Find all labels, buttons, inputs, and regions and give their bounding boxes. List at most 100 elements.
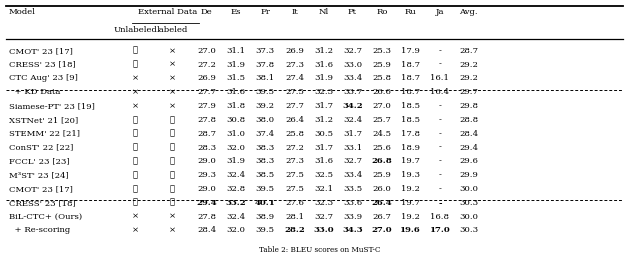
- Text: ×: ×: [168, 226, 176, 234]
- Text: CMOT' 23 [17]: CMOT' 23 [17]: [9, 47, 73, 55]
- Text: 28.8: 28.8: [459, 116, 478, 123]
- Text: 27.7: 27.7: [285, 102, 304, 110]
- Text: -: -: [438, 143, 441, 151]
- Text: Model: Model: [9, 8, 36, 16]
- Text: Pt: Pt: [348, 8, 357, 16]
- Text: 29.2: 29.2: [459, 74, 478, 82]
- Text: 33.1: 33.1: [343, 143, 362, 151]
- Text: Table 2: BLEU scores on MuST-C: Table 2: BLEU scores on MuST-C: [259, 246, 381, 253]
- Text: 26.9: 26.9: [285, 47, 304, 55]
- Text: 38.0: 38.0: [255, 116, 275, 123]
- Text: 33.4: 33.4: [343, 74, 362, 82]
- Text: ×: ×: [168, 102, 176, 110]
- Text: 31.7: 31.7: [314, 102, 333, 110]
- Text: 38.3: 38.3: [255, 157, 275, 165]
- Text: 30.3: 30.3: [459, 226, 478, 234]
- Text: ×: ×: [132, 102, 139, 110]
- Text: 33.9: 33.9: [343, 212, 362, 220]
- Text: 31.6: 31.6: [314, 60, 333, 68]
- Text: Es: Es: [230, 8, 241, 16]
- Text: ×: ×: [132, 226, 139, 234]
- Text: 18.5: 18.5: [401, 102, 420, 110]
- Text: 27.0: 27.0: [197, 47, 216, 55]
- Text: 28.7: 28.7: [197, 129, 216, 137]
- Text: 25.9: 25.9: [372, 170, 391, 179]
- Text: CRESS' 23 [18]: CRESS' 23 [18]: [9, 60, 76, 68]
- Text: 16.4: 16.4: [430, 88, 449, 96]
- Text: M³ST' 23 [24]: M³ST' 23 [24]: [9, 170, 68, 179]
- Text: 31.7: 31.7: [343, 129, 362, 137]
- Text: -: -: [438, 116, 441, 123]
- Text: 27.0: 27.0: [372, 102, 391, 110]
- Text: 18.7: 18.7: [401, 60, 420, 68]
- Text: 33.5: 33.5: [343, 184, 362, 192]
- Text: 31.9: 31.9: [227, 60, 245, 68]
- Text: CTC Aug' 23 [9]: CTC Aug' 23 [9]: [9, 74, 78, 82]
- Text: 19.7: 19.7: [401, 157, 420, 165]
- Text: 19.6: 19.6: [400, 226, 421, 234]
- Text: 26.4: 26.4: [285, 116, 304, 123]
- Text: 32.3: 32.3: [314, 198, 333, 206]
- Text: 29.2: 29.2: [459, 60, 478, 68]
- Text: Avg.: Avg.: [459, 8, 478, 16]
- Text: 16.1: 16.1: [430, 74, 449, 82]
- Text: 31.9: 31.9: [314, 74, 333, 82]
- Text: -: -: [438, 170, 441, 179]
- Text: Unlabeled: Unlabeled: [113, 26, 157, 34]
- Text: 31.5: 31.5: [227, 74, 245, 82]
- Text: ✓: ✓: [170, 116, 175, 123]
- Text: 25.6: 25.6: [372, 143, 391, 151]
- Text: 26.4: 26.4: [371, 198, 392, 206]
- Text: 29.0: 29.0: [197, 157, 216, 165]
- Text: 30.3: 30.3: [459, 198, 478, 206]
- Text: 33.4: 33.4: [343, 170, 362, 179]
- Text: 18.5: 18.5: [401, 116, 420, 123]
- Text: 33.7: 33.7: [343, 88, 362, 96]
- Text: ×: ×: [132, 212, 139, 220]
- Text: 26.0: 26.0: [372, 184, 391, 192]
- Text: ✓: ✓: [170, 184, 175, 192]
- Text: 28.7: 28.7: [459, 47, 478, 55]
- Text: 24.5: 24.5: [372, 129, 391, 137]
- Text: 37.4: 37.4: [255, 129, 275, 137]
- Text: 31.0: 31.0: [227, 129, 245, 137]
- Text: ✓: ✓: [170, 143, 175, 151]
- Text: 26.7: 26.7: [372, 212, 391, 220]
- Text: ✓: ✓: [170, 129, 175, 137]
- Text: 17.0: 17.0: [429, 226, 450, 234]
- Text: -: -: [438, 157, 441, 165]
- Text: It: It: [291, 8, 298, 16]
- Text: 37.3: 37.3: [255, 47, 275, 55]
- Text: 25.9: 25.9: [372, 60, 391, 68]
- Text: ✓: ✓: [132, 198, 138, 206]
- Text: 27.0: 27.0: [371, 226, 392, 234]
- Text: 33.0: 33.0: [314, 226, 334, 234]
- Text: 39.2: 39.2: [256, 102, 275, 110]
- Text: 38.9: 38.9: [255, 212, 275, 220]
- Text: ✓: ✓: [132, 170, 138, 179]
- Text: Fr: Fr: [260, 8, 270, 16]
- Text: 38.1: 38.1: [255, 74, 275, 82]
- Text: 18.7: 18.7: [401, 88, 420, 96]
- Text: 16.8: 16.8: [430, 212, 449, 220]
- Text: ×: ×: [168, 60, 176, 68]
- Text: 28.3: 28.3: [197, 143, 216, 151]
- Text: 34.3: 34.3: [342, 226, 363, 234]
- Text: ✓: ✓: [132, 116, 138, 123]
- Text: -: -: [438, 47, 441, 55]
- Text: 19.2: 19.2: [401, 212, 420, 220]
- Text: FCCL' 23 [23]: FCCL' 23 [23]: [9, 157, 70, 165]
- Text: + KD Data: + KD Data: [9, 88, 60, 96]
- Text: ✓: ✓: [132, 157, 138, 165]
- Text: 19.2: 19.2: [401, 184, 420, 192]
- Text: 25.7: 25.7: [372, 116, 391, 123]
- Text: 31.6: 31.6: [227, 88, 245, 96]
- Text: -: -: [438, 60, 441, 68]
- Text: 29.8: 29.8: [459, 102, 478, 110]
- Text: 25.8: 25.8: [372, 74, 391, 82]
- Text: Ro: Ro: [376, 8, 388, 16]
- Text: ✓: ✓: [170, 157, 175, 165]
- Text: XSTNet' 21 [20]: XSTNet' 21 [20]: [9, 116, 78, 123]
- Text: 33.2: 33.2: [225, 198, 246, 206]
- Text: 27.2: 27.2: [197, 60, 216, 68]
